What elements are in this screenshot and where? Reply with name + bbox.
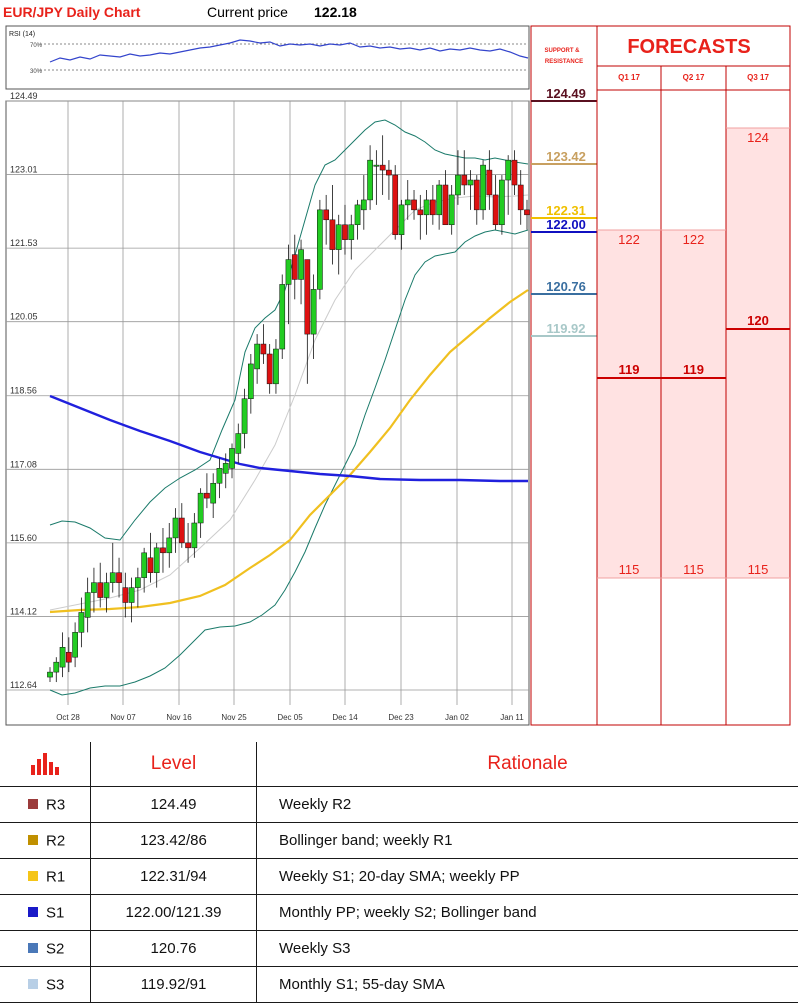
x-tick-label: Nov 07 xyxy=(110,713,136,722)
forecast-quarter-header: Q3 17 xyxy=(747,73,769,82)
level-color-swatch xyxy=(28,979,38,989)
y-tick-label: 123.01 xyxy=(10,165,38,175)
forecast-quarter-header: Q2 17 xyxy=(683,73,705,82)
bar-chart-icon xyxy=(31,753,61,775)
forecast-range xyxy=(598,230,661,578)
y-tick-label: 120.05 xyxy=(10,312,38,322)
sr-level-label: 120.76 xyxy=(546,279,586,294)
y-tick-label: 117.08 xyxy=(10,459,37,469)
level-key: S2 xyxy=(46,940,64,957)
sr-level-label: 119.92 xyxy=(546,321,585,336)
level-rationale: Monthly PP; weekly S2; Bollinger band xyxy=(257,895,798,931)
level-rationale: Weekly S1; 20-day SMA; weekly PP xyxy=(257,859,798,895)
sr-level-label: 122.00 xyxy=(546,217,586,232)
sr-level-label: 122.31 xyxy=(546,203,586,218)
forecast-mid-value: 119 xyxy=(619,362,640,377)
x-tick-label: Nov 25 xyxy=(221,713,247,722)
level-rationale: Weekly S3 xyxy=(257,931,798,967)
forecast-range xyxy=(662,230,726,578)
level-value: 122.31/94 xyxy=(91,859,257,895)
level-key: R3 xyxy=(46,796,65,813)
rationale-column-header: Rationale xyxy=(257,742,798,787)
x-tick-label: Dec 14 xyxy=(332,713,358,722)
current-price-label: Current price xyxy=(207,4,288,20)
forecast-high-value: 124 xyxy=(747,130,769,145)
x-tick-label: Jan 11 xyxy=(500,713,524,722)
forecast-high-value: 122 xyxy=(618,232,640,247)
forecast-low-value: 115 xyxy=(683,562,704,577)
rsi-label: RSI (14) xyxy=(9,31,35,38)
sr-level-label: 124.49 xyxy=(546,86,586,101)
y-tick-label: 121.53 xyxy=(10,238,38,248)
forecast-low-value: 115 xyxy=(748,562,769,577)
x-tick-label: Oct 28 xyxy=(56,713,80,722)
forecasts-panel: FORECASTS Q1 17 122 119 115 Q2 17 122 119 115 Q3… xyxy=(597,26,790,725)
candle xyxy=(280,274,285,358)
level-column-header: Level xyxy=(91,742,257,787)
y-tick-label: 112.64 xyxy=(10,680,37,690)
level-key: S3 xyxy=(46,976,64,993)
level-color-swatch xyxy=(28,871,38,881)
forecast-mid-value: 119 xyxy=(683,362,704,377)
rsi-level-high: 70% xyxy=(30,43,43,49)
level-color-swatch xyxy=(28,907,38,917)
level-value: 122.00/121.39 xyxy=(91,895,257,931)
level-key-cell: S1 xyxy=(0,895,91,931)
candle xyxy=(317,200,322,299)
sr-level-label: 123.42 xyxy=(546,149,586,164)
x-axis: Oct 28 Nov 07 Nov 16 Nov 25 Dec 05 Dec 14 Dec … xyxy=(56,713,524,722)
rsi-panel: RSI (14) 70% 30% xyxy=(6,26,529,89)
x-tick-label: Dec 23 xyxy=(388,713,414,722)
level-color-swatch xyxy=(28,943,38,953)
forecasts-title: FORECASTS xyxy=(627,36,750,58)
level-key-cell: S3 xyxy=(0,967,91,1003)
forecast-high-value: 122 xyxy=(683,232,705,247)
forecast-quarter-header: Q1 17 xyxy=(618,73,640,82)
table-icon-cell xyxy=(0,742,91,787)
level-key: R2 xyxy=(46,832,65,849)
level-value: 123.42/86 xyxy=(91,823,257,859)
y-tick-label: 118.56 xyxy=(10,386,37,396)
sr-header-line-2: RESISTANCE xyxy=(545,59,583,65)
chart-title: EUR/JPY Daily Chart xyxy=(3,4,141,20)
y-tick-label: 114.12 xyxy=(10,606,37,616)
level-key: S1 xyxy=(46,904,64,921)
level-rationale: Monthly S1; 55-day SMA xyxy=(257,967,798,1003)
level-rationale: Weekly R2 xyxy=(257,787,798,823)
level-key: R1 xyxy=(46,868,65,885)
x-tick-label: Jan 02 xyxy=(445,713,470,722)
chart-canvas: EUR/JPY Daily Chart Current price 122.18… xyxy=(0,0,798,742)
level-value: 119.92/91 xyxy=(91,967,257,1003)
rsi-level-low: 30% xyxy=(30,69,43,75)
candle xyxy=(393,165,398,240)
y-tick-label: 124.49 xyxy=(10,91,38,101)
forecast-low-value: 115 xyxy=(619,562,640,577)
level-color-swatch xyxy=(28,799,38,809)
level-key-cell: R1 xyxy=(0,859,91,895)
level-value: 124.49 xyxy=(91,787,257,823)
level-key-cell: R2 xyxy=(0,823,91,859)
level-key-cell: S2 xyxy=(0,931,91,967)
sr-header-line-1: SUPPORT & xyxy=(544,48,580,54)
x-tick-label: Nov 16 xyxy=(166,713,192,722)
level-value: 120.76 xyxy=(91,931,257,967)
level-color-swatch xyxy=(28,835,38,845)
y-tick-label: 115.60 xyxy=(10,533,37,543)
price-panel xyxy=(6,101,529,725)
level-rationale: Bollinger band; weekly R1 xyxy=(257,823,798,859)
x-tick-label: Dec 05 xyxy=(277,713,303,722)
sr-column xyxy=(531,26,597,725)
level-key-cell: R3 xyxy=(0,787,91,823)
table-header-row: Level Rationale xyxy=(0,742,798,787)
current-price-value: 122.18 xyxy=(314,4,357,20)
forecast-range xyxy=(727,128,790,578)
forecast-mid-value: 120 xyxy=(747,313,769,328)
